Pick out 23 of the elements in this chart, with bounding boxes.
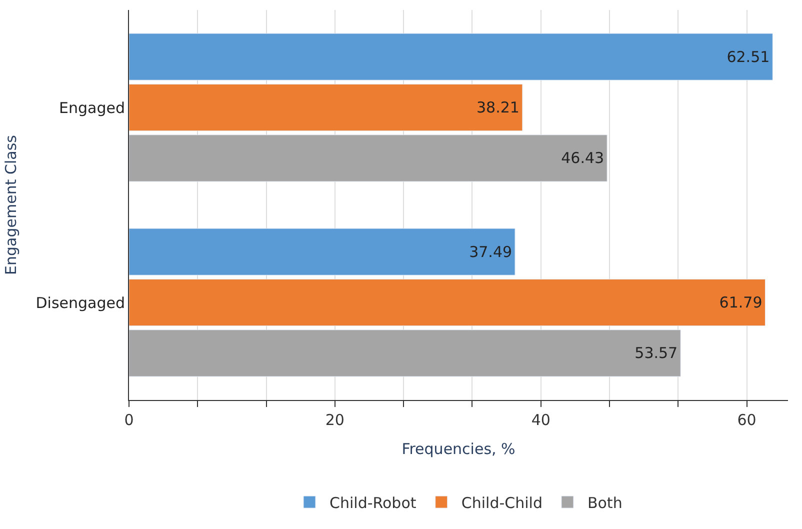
bar xyxy=(129,84,523,132)
legend-label: Child-Robot xyxy=(330,494,416,512)
x-tick-label: 60 xyxy=(737,411,756,429)
data-label: 62.51 xyxy=(726,48,770,66)
bar xyxy=(129,33,773,80)
data-label: 53.57 xyxy=(634,344,678,362)
data-label: 37.49 xyxy=(469,242,512,261)
data-label: 61.79 xyxy=(719,294,762,312)
bar xyxy=(129,228,516,276)
bar xyxy=(129,330,681,377)
legend-label: Child-Child xyxy=(461,494,542,512)
y-axis-title: Engagement Class xyxy=(2,134,20,275)
legend-label: Both xyxy=(587,494,622,512)
bar xyxy=(129,278,766,326)
x-tick-label: 0 xyxy=(124,411,134,429)
bar xyxy=(129,134,608,182)
x-tick-label: 20 xyxy=(325,411,344,429)
data-label: 38.21 xyxy=(476,98,520,116)
data-label: 46.43 xyxy=(561,149,604,168)
y-tick-label: Disengaged xyxy=(36,294,125,312)
x-tick-label: 40 xyxy=(531,411,550,429)
x-axis-title: Frequencies, % xyxy=(402,440,516,458)
y-tick-label: Engaged xyxy=(59,98,125,117)
